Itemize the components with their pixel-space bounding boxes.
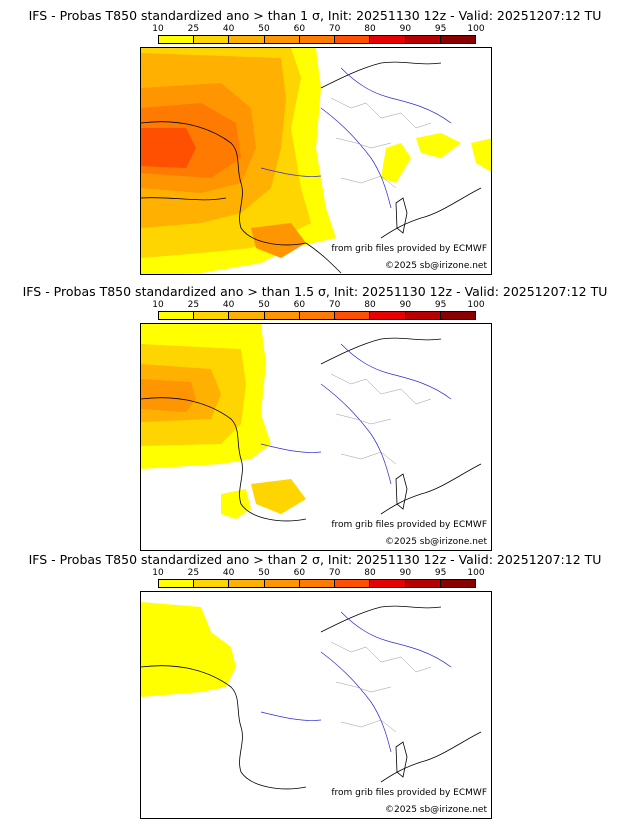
- colorbar-tick-label: 70: [328, 24, 341, 34]
- colorbar-tick-labels: 10 25 40 50 60 70 80 90 95 100: [152, 568, 484, 578]
- colorbar-tick-label: 100: [467, 24, 485, 34]
- colorbar-tick-label: 70: [328, 300, 341, 310]
- colorbar: 10 25 40 50 60 70 80 90 95 100: [152, 300, 485, 322]
- colorbar-tick-label: 95: [434, 300, 447, 310]
- probability-map: from grib files provided by ECMWF ©2025 …: [140, 591, 492, 819]
- colorbar-tick-label: 40: [222, 24, 235, 34]
- colorbar-tick-label: 40: [222, 300, 235, 310]
- colorbar-tick-labels: 10 25 40 50 60 70 80 90 95 100: [152, 300, 484, 310]
- colorbar-swatch: [159, 580, 195, 587]
- source-credit: from grib files provided by ECMWF: [331, 244, 487, 254]
- colorbar-tick-label: 50: [258, 300, 270, 310]
- colorbar: 10 25 40 50 60 70 80 90 95 100: [152, 568, 485, 590]
- colorbar: 10 25 40 50 60 70 80 90 95 100: [152, 24, 485, 46]
- colorbar-swatches: [158, 35, 476, 44]
- colorbar-swatch: [159, 36, 195, 43]
- source-credit: from grib files provided by ECMWF: [331, 788, 487, 798]
- colorbar-tick-label: 90: [399, 24, 412, 34]
- colorbar-swatch: [299, 312, 336, 319]
- colorbar-tick-label: 90: [399, 568, 412, 578]
- source-credit: from grib files provided by ECMWF: [331, 520, 487, 530]
- colorbar-tick-label: 50: [258, 24, 270, 34]
- panel-title: IFS - Probas T850 standardized ano > tha…: [28, 8, 602, 23]
- colorbar-tick-label: 90: [399, 300, 412, 310]
- colorbar-tick-label: 60: [293, 568, 306, 578]
- colorbar-tick-label: 80: [364, 300, 376, 310]
- colorbar-swatch: [159, 312, 195, 319]
- probability-map: from grib files provided by ECMWF ©2025 …: [140, 323, 492, 551]
- colorbar-tick-label: 25: [187, 300, 200, 310]
- colorbar-swatch: [299, 580, 336, 587]
- panel-title: IFS - Probas T850 standardized ano > tha…: [28, 552, 602, 567]
- copyright-credit: ©2025 sb@irizone.net: [385, 805, 487, 815]
- colorbar-tick-label: 70: [328, 568, 341, 578]
- colorbar-tick-label: 25: [187, 568, 200, 578]
- colorbar-swatch: [405, 580, 441, 587]
- probability-map-panel-3: IFS - Probas T850 standardized ano > tha…: [0, 544, 630, 820]
- colorbar-tick-label: 100: [467, 300, 485, 310]
- colorbar-swatch: [229, 580, 265, 587]
- colorbar-swatch: [370, 36, 406, 43]
- colorbar-swatch: [229, 312, 265, 319]
- colorbar-swatch: [229, 36, 265, 43]
- map-graphic: [141, 48, 491, 274]
- map-graphic: [141, 324, 482, 522]
- colorbar-swatch: [440, 580, 475, 587]
- copyright-credit: ©2025 sb@irizone.net: [385, 537, 487, 547]
- colorbar-swatch: [194, 312, 230, 319]
- colorbar-tick-label: 80: [364, 24, 376, 34]
- colorbar-swatch: [264, 36, 300, 43]
- probability-map-panel-1: IFS - Probas T850 standardized ano > tha…: [0, 0, 630, 276]
- colorbar-swatch: [335, 312, 371, 319]
- colorbar-tick-label: 95: [434, 568, 447, 578]
- colorbar-swatch: [405, 312, 441, 319]
- probability-map: from grib files provided by ECMWF ©2025 …: [140, 47, 492, 275]
- colorbar-swatches: [158, 311, 476, 320]
- colorbar-swatch: [440, 36, 475, 43]
- colorbar-swatch: [335, 580, 371, 587]
- copyright-credit: ©2025 sb@irizone.net: [385, 261, 487, 271]
- colorbar-tick-labels: 10 25 40 50 60 70 80 90 95 100: [152, 24, 484, 34]
- map-graphic: [141, 602, 482, 790]
- probability-map-panel-2: IFS - Probas T850 standardized ano > tha…: [0, 276, 630, 552]
- colorbar-tick-label: 10: [152, 300, 164, 310]
- colorbar-swatch: [370, 312, 406, 319]
- colorbar-swatch: [335, 36, 371, 43]
- colorbar-tick-label: 95: [434, 24, 447, 34]
- colorbar-tick-label: 10: [152, 568, 164, 578]
- panel-title: IFS - Probas T850 standardized ano > tha…: [22, 284, 608, 299]
- colorbar-tick-label: 60: [293, 300, 306, 310]
- colorbar-tick-label: 100: [467, 568, 485, 578]
- colorbar-tick-label: 80: [364, 568, 376, 578]
- colorbar-tick-label: 25: [187, 24, 200, 34]
- colorbar-swatch: [264, 580, 300, 587]
- colorbar-swatch: [264, 312, 300, 319]
- colorbar-swatches: [158, 579, 476, 588]
- colorbar-tick-label: 40: [222, 568, 235, 578]
- colorbar-tick-label: 60: [293, 24, 306, 34]
- colorbar-swatch: [194, 36, 230, 43]
- colorbar-swatch: [370, 580, 406, 587]
- colorbar-tick-label: 50: [258, 568, 270, 578]
- colorbar-swatch: [405, 36, 441, 43]
- colorbar-swatch: [194, 580, 230, 587]
- colorbar-swatch: [440, 312, 475, 319]
- colorbar-swatch: [299, 36, 336, 43]
- colorbar-tick-label: 10: [152, 24, 164, 34]
